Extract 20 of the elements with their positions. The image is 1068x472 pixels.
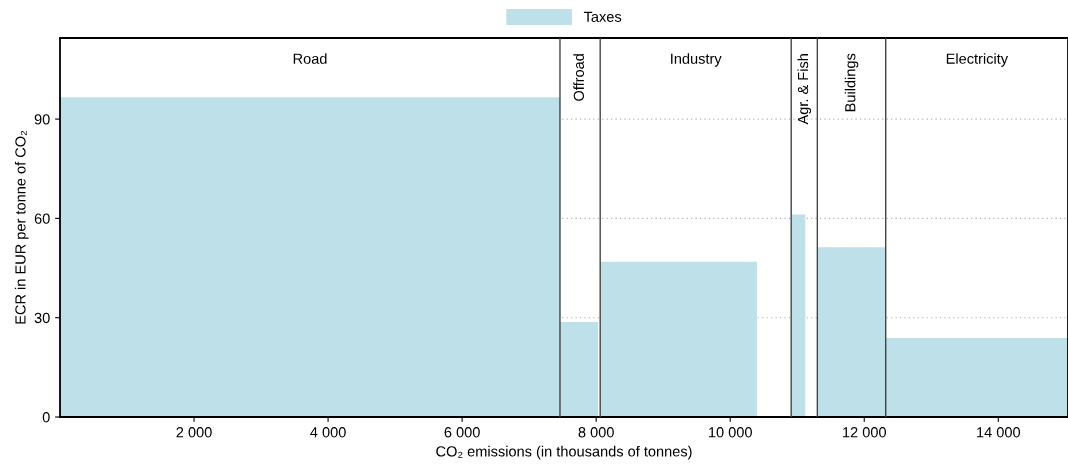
annotation: Buildings	[844, 53, 859, 112]
x-tick-label: 10 000	[709, 427, 752, 438]
y-axis-title: ECR in EUR per tonne of CO₂	[14, 130, 29, 324]
annotation: Industry	[671, 53, 722, 67]
x-tick-label: 8 000	[578, 427, 614, 438]
annotation: Offroad	[573, 54, 584, 101]
annotation: Road	[293, 53, 327, 64]
x-tick-label: 6 000	[444, 427, 480, 438]
x-tick-label: 2 000	[176, 427, 212, 438]
x-axis-title: CO₂ emissions (in thousands of tonnes)	[436, 445, 692, 460]
y-tick-label: 0	[42, 412, 50, 423]
legend-label: Taxes	[583, 11, 622, 22]
x-tick-label: 4 000	[310, 427, 346, 438]
annotation: Electricity	[946, 53, 1009, 67]
annotation: Agr. & Fish	[797, 54, 812, 125]
x-tick-label: 12 000	[843, 427, 886, 438]
y-tick-label: 90	[34, 114, 50, 125]
x-tick-label: 14 000	[977, 427, 1021, 438]
y-tick-label: 60	[34, 213, 50, 224]
y-tick-label: 30	[34, 312, 50, 324]
